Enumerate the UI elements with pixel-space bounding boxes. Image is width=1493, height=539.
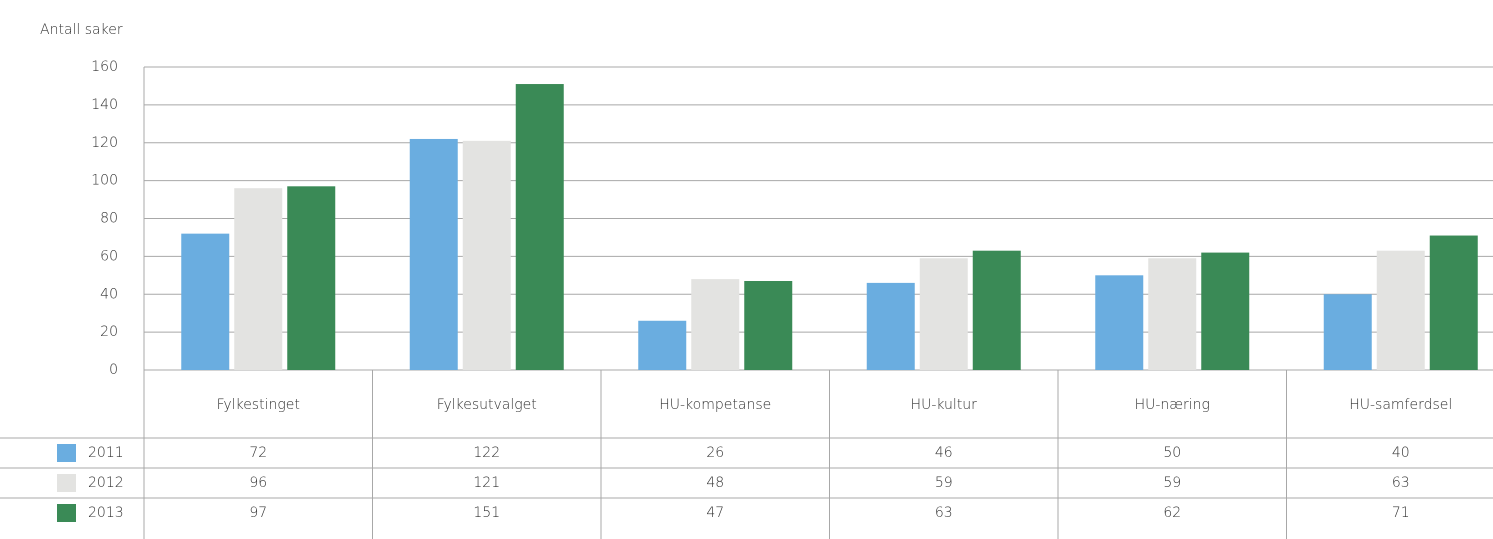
bar [919,258,968,370]
y-tick-label: 60 [100,248,118,264]
table-cell: 59 [935,475,953,491]
bar [1148,258,1197,370]
y-tick-label: 160 [91,59,118,75]
table-cell: 71 [1392,505,1410,521]
table-cell: 151 [473,505,500,521]
table-cell: 40 [1392,445,1410,461]
bar [1376,250,1425,370]
x-tick-label: Fylkesutvalget [437,397,537,413]
bar [462,140,511,370]
y-tick-label: 120 [91,135,118,151]
table-cell: 62 [1163,505,1181,521]
legend-swatch [57,474,76,492]
bar [287,186,336,370]
table-cell: 47 [706,505,724,521]
bar [1323,294,1372,370]
table-cell: 46 [935,445,953,461]
bar [409,138,458,370]
bar [744,280,793,370]
y-tick-label: 40 [100,286,118,302]
x-tick-label: HU-kultur [911,397,978,413]
bar [638,320,687,370]
legend-label: 2012 [88,475,124,491]
table-cell: 50 [1163,445,1181,461]
legend-swatch [57,504,76,522]
y-tick-label: 140 [91,97,118,113]
bar [1429,235,1478,370]
bar [866,282,915,370]
table-cell: 96 [249,475,267,491]
legend-swatch [57,444,76,462]
bar [1201,252,1250,370]
x-tick-label: HU-kompetanse [659,397,771,413]
bar [515,84,564,370]
table-cell: 121 [473,475,500,491]
x-tick-label: HU-næring [1135,397,1210,413]
table-cell: 122 [473,445,500,461]
table-cell: 72 [249,445,267,461]
bar [691,279,740,370]
table-cell: 97 [249,505,267,521]
y-tick-label: 20 [100,324,118,340]
x-tick-label: Fylkestinget [217,397,300,413]
table-cell: 59 [1163,475,1181,491]
y-tick-label: 0 [109,362,118,378]
table-cell: 63 [1392,475,1410,491]
bar [1095,275,1144,370]
y-tick-label: 80 [100,211,118,227]
legend-label: 2011 [88,445,124,461]
table-cell: 63 [935,505,953,521]
legend-label: 2013 [88,505,124,521]
y-axis-label: Antall saker [40,22,123,38]
table-cell: 48 [706,475,724,491]
y-tick-label: 100 [91,173,118,189]
bar [972,250,1021,370]
table-cell: 26 [706,445,724,461]
x-tick-label: HU-samferdsel [1349,397,1452,413]
bar [234,188,283,370]
bar [181,233,230,370]
